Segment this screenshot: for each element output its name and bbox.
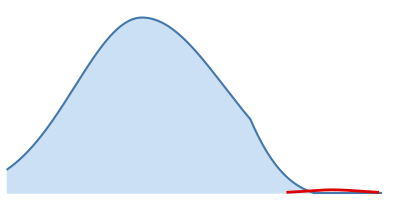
Polygon shape xyxy=(8,18,314,193)
